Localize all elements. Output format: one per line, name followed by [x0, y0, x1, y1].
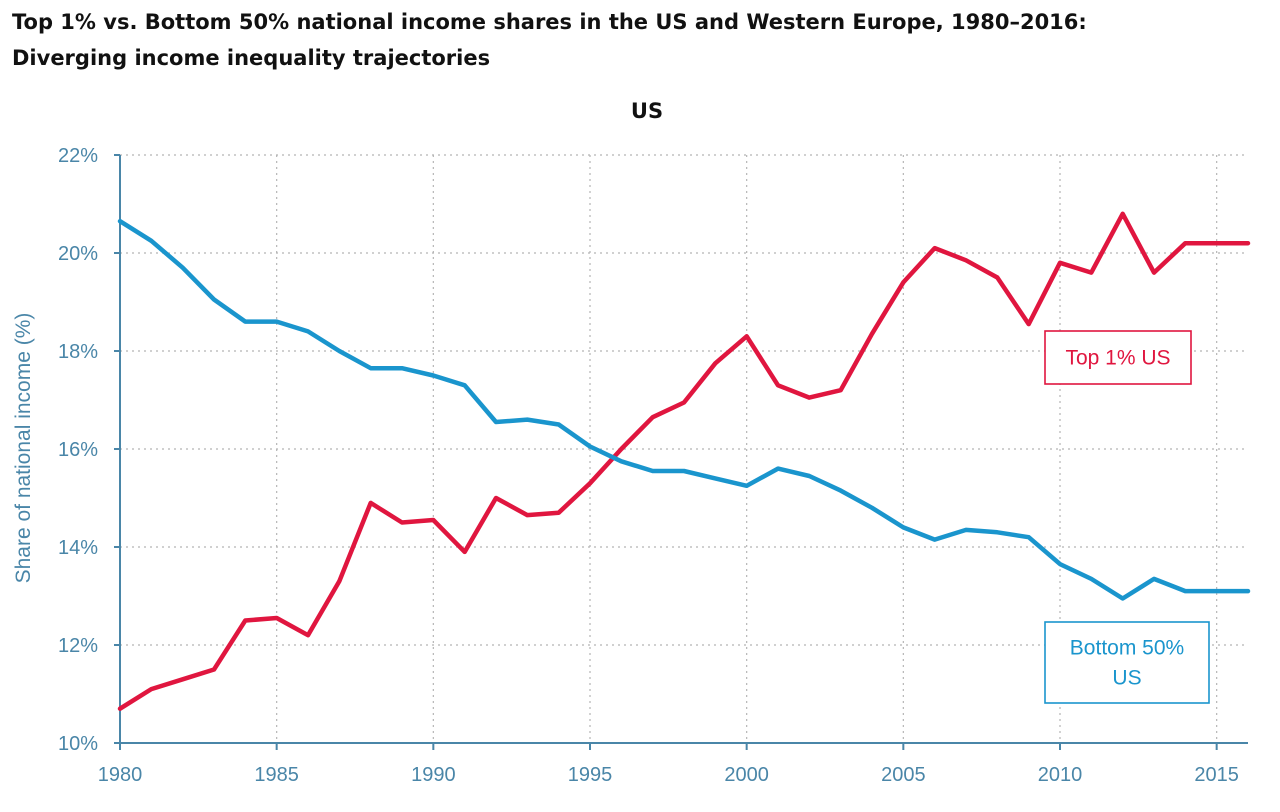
series-labels: Top 1% US Bottom 50% US	[1044, 330, 1210, 704]
series-label-text: US	[1112, 667, 1141, 690]
series-label-box	[1044, 621, 1210, 704]
series-label-text: Bottom 50%	[1070, 637, 1184, 660]
y-tick-label: 14%	[58, 537, 98, 559]
series-label-top-1-percent: Top 1% US	[1044, 330, 1192, 385]
y-tick-label: 20%	[58, 243, 98, 265]
series-label-box	[1044, 330, 1192, 385]
x-tick-label: 2000	[724, 764, 769, 786]
grid	[120, 154, 1248, 743]
y-tick-label: 12%	[58, 635, 98, 657]
panel-title: US	[631, 99, 663, 123]
x-tick-label: 1980	[98, 764, 143, 786]
x-tick-label: 1985	[254, 764, 299, 786]
y-tick-label: 22%	[58, 145, 98, 167]
y-tick-label: 16%	[58, 439, 98, 461]
series-line-top-1-percent	[117, 211, 1251, 711]
y-axis-label: Share of national income (%)	[12, 313, 35, 584]
chart-title-line-2: Diverging income inequality trajectories	[12, 46, 491, 70]
x-tick-label: 1995	[568, 764, 613, 786]
chart-title-line-1: Top 1% vs. Bottom 50% national income sh…	[12, 10, 1087, 34]
chart-title: Top 1% vs. Bottom 50% national income sh…	[12, 4, 1262, 76]
y-tick-label: 18%	[58, 341, 98, 363]
x-tick-label: 1990	[411, 764, 456, 786]
x-tick-label: 2005	[881, 764, 926, 786]
series-label-text: Top 1% US	[1065, 347, 1170, 370]
series-line-bottom-50-percent	[117, 218, 1251, 601]
y-tick-label: 10%	[58, 733, 98, 755]
axes: 10% 12% 14% 16% 18% 20% 22% 1980 1985 1990 1995 200…	[58, 145, 1248, 786]
x-tick-label: 2015	[1194, 764, 1239, 786]
series-lines	[117, 211, 1251, 711]
series-label-bottom-50-percent: Bottom 50% US	[1044, 621, 1210, 704]
x-tick-label: 2010	[1038, 764, 1083, 786]
